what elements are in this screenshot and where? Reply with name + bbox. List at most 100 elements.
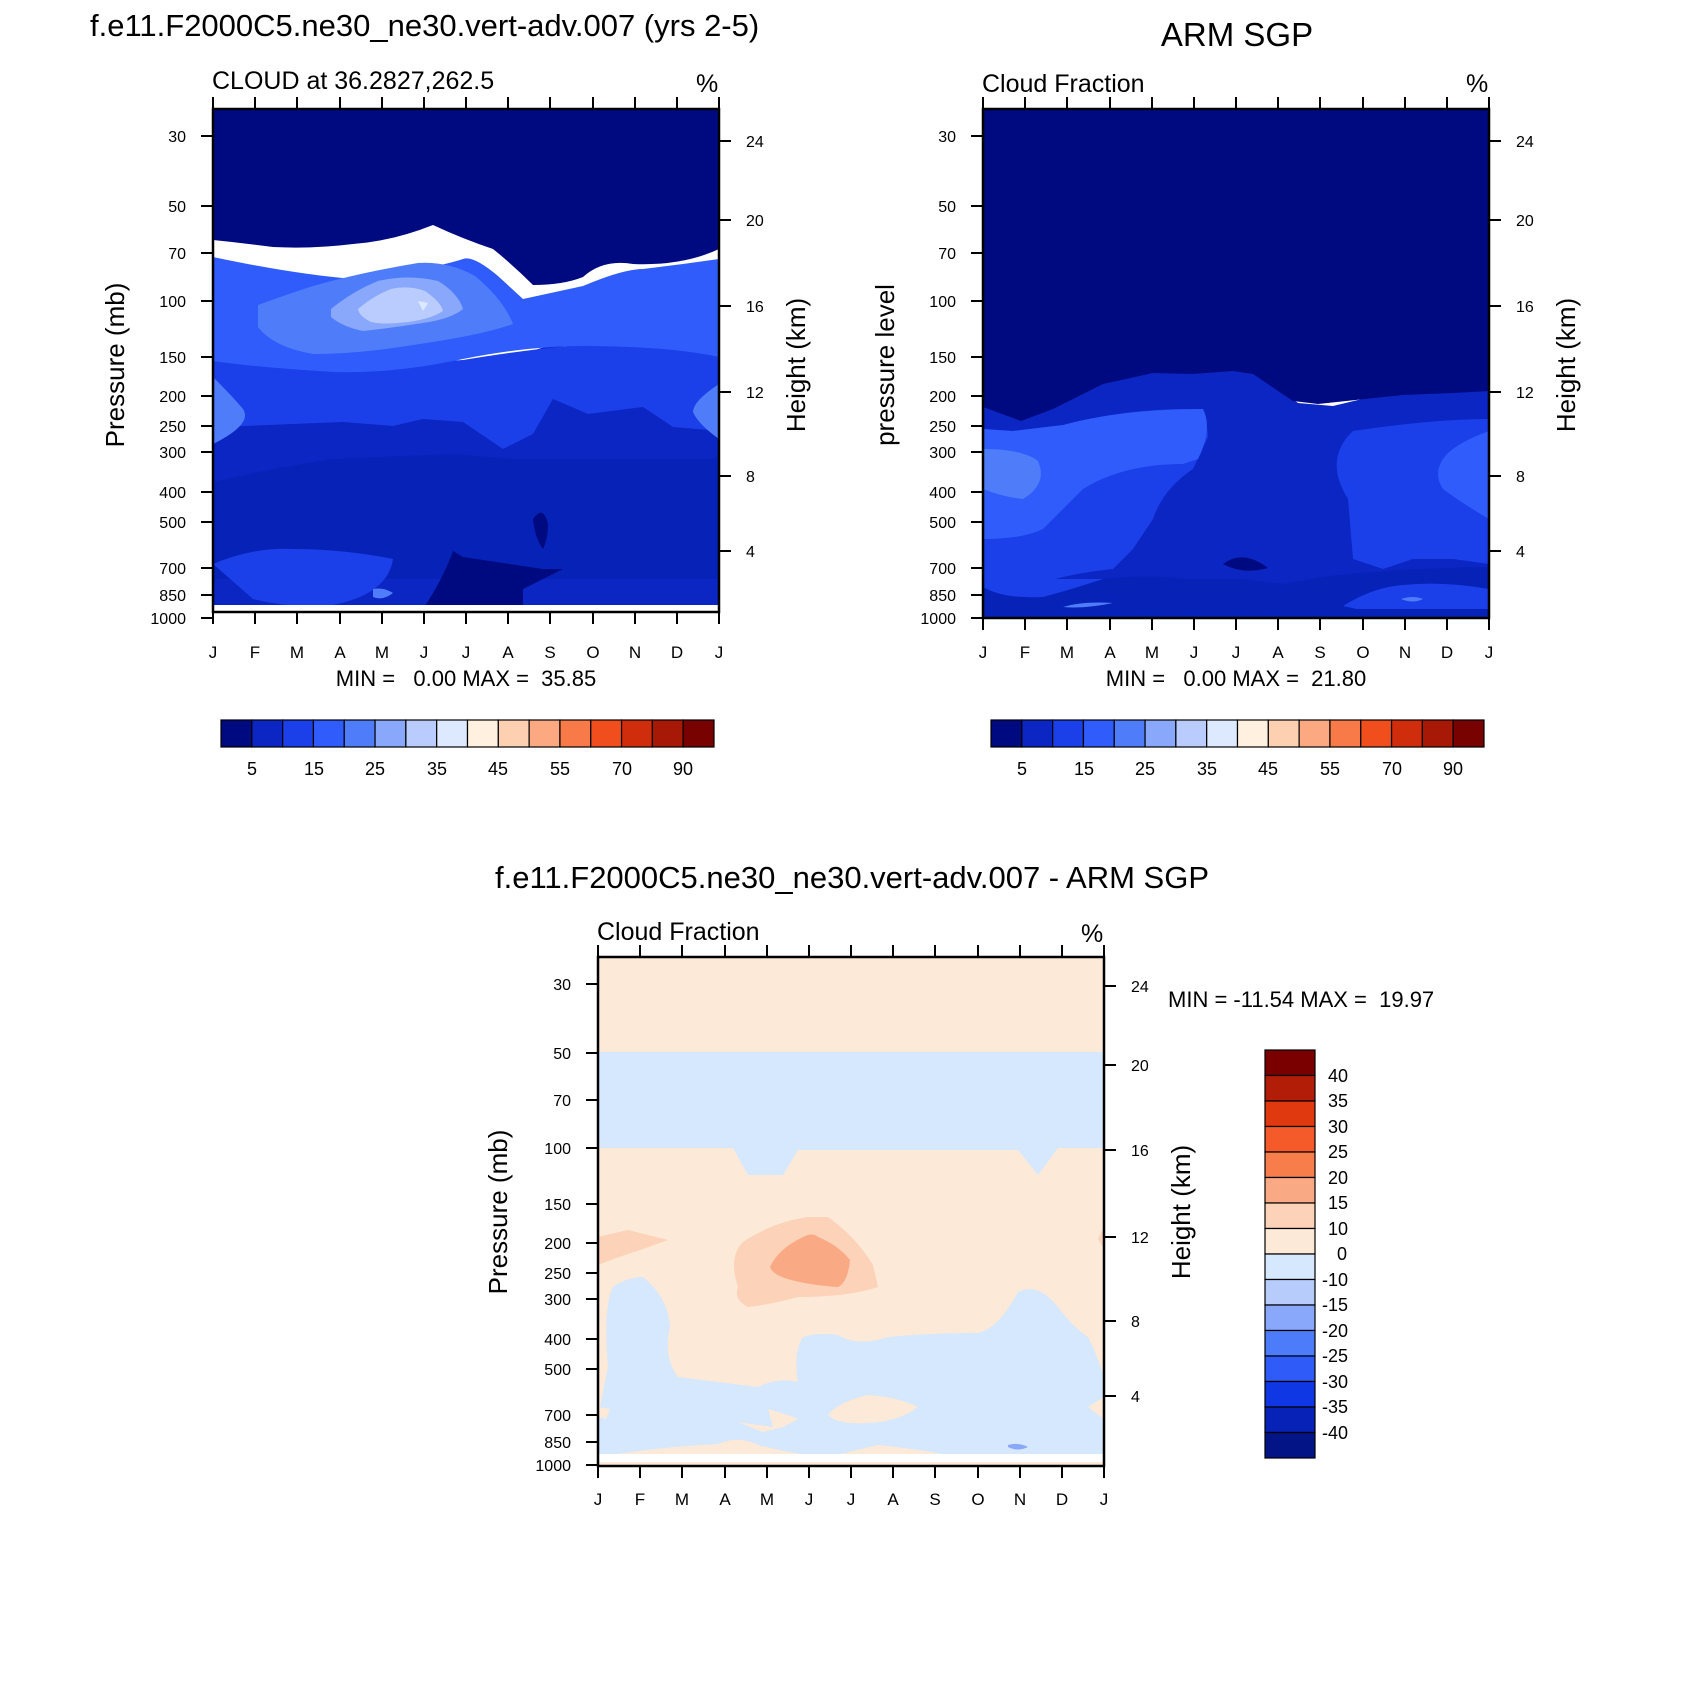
diff-contour-neg-spot	[1008, 1443, 1028, 1450]
obs-y2tick-24: 24	[1516, 134, 1534, 151]
model-ytick-500: 500	[159, 515, 186, 532]
diff-x-labels: J F M A M J J A S O N D J	[594, 1490, 1109, 1509]
diff-ytick-30: 30	[553, 977, 571, 994]
diff-xtick-3: A	[719, 1490, 731, 1509]
model-colorbar-swatches	[220, 719, 715, 748]
colorbar-swatch	[1206, 719, 1239, 748]
model-contour-left-edge	[213, 377, 245, 444]
diff-contour-pos-low-a	[598, 1407, 610, 1419]
diff-units: %	[1081, 920, 1103, 948]
model-contour-low-a	[213, 454, 719, 579]
model-colorbar: 5 15 25 35 45 55 70 90	[220, 719, 715, 779]
model-xtick-8: S	[544, 643, 555, 662]
diff-colorbar: 40 35 30 25 20 15 10 0 -10 -15 -20 -25 -…	[1264, 1049, 1348, 1459]
colorbar-swatch	[1264, 1304, 1316, 1332]
diff-y2tick-16: 16	[1131, 1143, 1149, 1160]
obs-xtick-3: A	[1104, 643, 1116, 662]
obs-ylabel: pressure level	[870, 284, 900, 446]
colorbar-swatch	[528, 719, 561, 748]
model-ytick-100: 100	[159, 294, 186, 311]
colorbar-swatch	[1082, 719, 1115, 748]
model-contour-top	[213, 109, 719, 285]
colorbar-swatch	[282, 719, 315, 748]
diff-cbar-label-12: -30	[1322, 1372, 1348, 1392]
obs-colorbar: 5 15 25 35 45 55 70 90	[990, 719, 1485, 779]
diff-xtick-7: A	[887, 1490, 899, 1509]
diff-colorbar-swatches	[1264, 1049, 1316, 1459]
panel-model: f.e11.F2000C5.ne30_ne30.vert-adv.007 (yr…	[90, 8, 811, 779]
obs-xtick-4: M	[1145, 643, 1159, 662]
diff-xtick-2: M	[675, 1490, 689, 1509]
colorbar-swatch	[1264, 1125, 1316, 1153]
model-cbar-label-4: 45	[488, 759, 508, 779]
diff-y2tick-12: 12	[1131, 1230, 1149, 1247]
colorbar-swatch	[590, 719, 623, 748]
obs-ytick-150: 150	[929, 350, 956, 367]
diff-ytick-850: 850	[544, 1435, 571, 1452]
model-y2tick-20: 20	[746, 213, 764, 230]
model-xtick-0: J	[209, 643, 218, 662]
model-ytick-50: 50	[168, 199, 186, 216]
model-xtick-11: D	[671, 643, 683, 662]
obs-contour-low-c	[1063, 602, 1113, 608]
obs-xtick-2: M	[1060, 643, 1074, 662]
colorbar-swatch	[1264, 1151, 1316, 1179]
model-cbar-label-3: 35	[427, 759, 447, 779]
model-y2tick-24: 24	[746, 134, 764, 151]
diff-y-ticks: 30 50 70 100 150 200 250 300 400 500 700…	[535, 977, 598, 1475]
diff-cbar-label-1: 35	[1328, 1091, 1348, 1111]
obs-ytick-70: 70	[938, 246, 956, 263]
obs-contour-right-b	[1438, 431, 1489, 519]
obs-cbar-label-7: 90	[1443, 759, 1463, 779]
diff-xtick-10: N	[1014, 1490, 1026, 1509]
diff-cbar-label-6: 10	[1328, 1219, 1348, 1239]
colorbar-swatch	[1264, 1329, 1316, 1357]
model-ylabel: Pressure (mb)	[100, 283, 130, 448]
colorbar-swatch	[1360, 719, 1393, 748]
obs-colorbar-swatches	[990, 719, 1485, 748]
obs-ytick-400: 400	[929, 485, 956, 502]
obs-plot-area	[983, 109, 1489, 618]
model-ylabel-right: Height (km)	[781, 298, 811, 432]
model-ytick-300: 300	[159, 445, 186, 462]
panel-obs: ARM SGP Cloud Fraction % 30 50 70 100 15…	[870, 16, 1581, 779]
model-title: f.e11.F2000C5.ne30_ne30.vert-adv.007 (yr…	[90, 8, 759, 43]
obs-cbar-label-6: 70	[1382, 759, 1402, 779]
model-cbar-label-0: 5	[247, 759, 257, 779]
diff-contour-pos-core	[770, 1234, 850, 1287]
diff-xtick-4: M	[760, 1490, 774, 1509]
colorbar-swatch	[1264, 1202, 1316, 1230]
colorbar-swatch	[374, 719, 407, 748]
obs-cbar-label-0: 5	[1017, 759, 1027, 779]
obs-ytick-300: 300	[929, 445, 956, 462]
model-xtick-12: J	[715, 643, 724, 662]
model-xtick-3: A	[334, 643, 346, 662]
diff-ytick-500: 500	[544, 1362, 571, 1379]
model-contour-low-c	[373, 588, 393, 599]
diff-cbar-label-4: 20	[1328, 1168, 1348, 1188]
diff-y2tick-20: 20	[1131, 1058, 1149, 1075]
colorbar-swatch	[436, 719, 469, 748]
diff-cbar-label-8: -10	[1322, 1270, 1348, 1290]
colorbar-swatch	[312, 719, 345, 748]
obs-xtick-6: J	[1232, 643, 1241, 662]
colorbar-swatch	[1329, 719, 1362, 748]
diff-cbar-label-14: -40	[1322, 1423, 1348, 1443]
obs-y2tick-12: 12	[1516, 385, 1534, 402]
model-ytick-30: 30	[168, 129, 186, 146]
obs-xtick-5: J	[1190, 643, 1199, 662]
diff-cbar-label-13: -35	[1322, 1397, 1348, 1417]
colorbar-swatch	[1113, 719, 1146, 748]
diff-contour-pos-bump	[598, 1230, 668, 1265]
model-xtick-2: M	[290, 643, 304, 662]
obs-ytick-1000: 1000	[920, 611, 956, 628]
model-y2tick-8: 8	[746, 469, 755, 486]
colorbar-swatch	[1021, 719, 1054, 748]
diff-xtick-6: J	[847, 1490, 856, 1509]
obs-xtick-10: N	[1399, 643, 1411, 662]
model-ytick-400: 400	[159, 485, 186, 502]
model-ytick-70: 70	[168, 246, 186, 263]
model-surface-band	[213, 605, 719, 612]
colorbar-swatch	[1264, 1049, 1316, 1077]
obs-contour-top	[983, 109, 1489, 421]
